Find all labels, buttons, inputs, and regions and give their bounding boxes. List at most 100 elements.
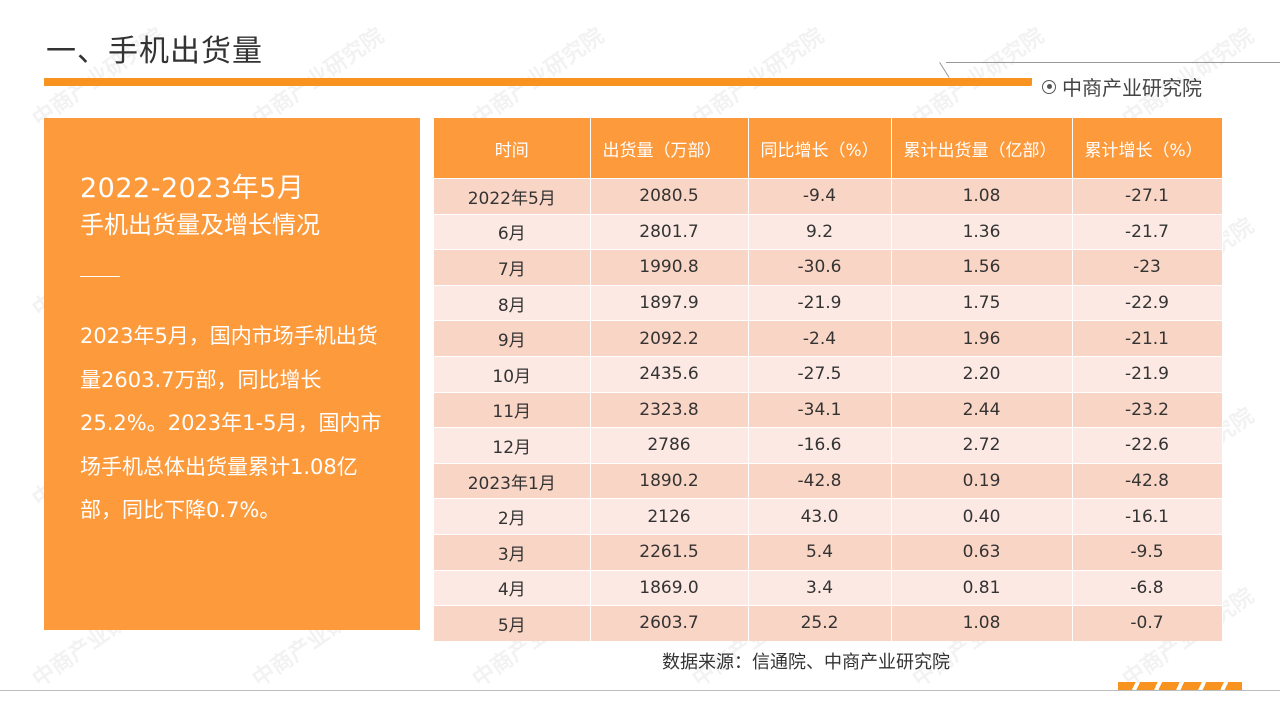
- cell-shipments: 2080.5: [590, 178, 749, 215]
- cell-shipments: 2786: [590, 427, 749, 464]
- cell-cumulative-growth: -21.7: [1072, 213, 1223, 250]
- data-source-note: 数据来源：信通院、中商产业研究院: [662, 652, 950, 673]
- cell-cumulative-growth: -23.2: [1072, 391, 1223, 428]
- cell-cumulative-shipments: 0.19: [891, 462, 1073, 499]
- cell-cumulative-shipments: 1.08: [891, 605, 1073, 641]
- table-row: 8月 1897.9 -21.9 1.75 -22.9: [434, 284, 1223, 321]
- cell-yoy-growth: -9.4: [748, 178, 892, 215]
- cell-yoy-growth: -30.6: [748, 249, 892, 286]
- cell-shipments: 2092.2: [590, 320, 749, 357]
- cell-time: 6月: [434, 213, 591, 250]
- footer-rule: [0, 690, 1280, 691]
- table-row: 3月 2261.5 5.4 0.63 -9.5: [434, 533, 1223, 571]
- header-time: 时间: [434, 118, 591, 179]
- cell-yoy-growth: 25.2: [748, 605, 892, 641]
- cell-time: 12月: [434, 427, 591, 464]
- cell-cumulative-growth: -0.7: [1072, 605, 1223, 641]
- title-underline-bar: [44, 78, 1028, 86]
- brand-logo: 中商产业研究院: [1042, 72, 1202, 101]
- header-shipments: 出货量（万部）: [590, 118, 749, 179]
- header-yoy-growth: 同比增长（%）: [748, 118, 892, 179]
- panel-divider: [80, 276, 120, 277]
- cell-cumulative-growth: -21.1: [1072, 320, 1223, 357]
- cell-yoy-growth: 3.4: [748, 569, 892, 606]
- table-row: 11月 2323.8 -34.1 2.44 -23.2: [434, 391, 1223, 428]
- footer-stripes-decoration: [1118, 682, 1242, 690]
- cell-cumulative-shipments: 1.75: [891, 284, 1073, 321]
- table-row: 2022年5月 2080.5 -9.4 1.08 -27.1: [434, 178, 1223, 215]
- cell-shipments: 1990.8: [590, 249, 749, 286]
- cell-yoy-growth: -21.9: [748, 284, 892, 321]
- cell-shipments: 1897.9: [590, 284, 749, 321]
- header-cumulative-growth: 累计增长（%）: [1072, 118, 1223, 179]
- table-row: 10月 2435.6 -27.5 2.20 -21.9: [434, 355, 1223, 393]
- watermark-text: 中商产业研究院: [468, 23, 609, 133]
- cell-yoy-growth: 43.0: [748, 498, 892, 535]
- cell-cumulative-shipments: 0.81: [891, 569, 1073, 606]
- cell-yoy-growth: 5.4: [748, 533, 892, 571]
- cell-cumulative-shipments: 2.44: [891, 391, 1073, 428]
- table-header-row: 时间 出货量（万部） 同比增长（%） 累计出货量（亿部） 累计增长（%）: [434, 118, 1223, 179]
- panel-summary-text: 2023年5月，国内市场手机出货量2603.7万部，同比增长25.2%。2023…: [80, 324, 382, 522]
- cell-shipments: 2323.8: [590, 391, 749, 428]
- shipment-table: 时间 出货量（万部） 同比增长（%） 累计出货量（亿部） 累计增长（%） 202…: [434, 118, 1223, 641]
- cell-shipments: 2126: [590, 498, 749, 535]
- cell-yoy-growth: -27.5: [748, 355, 892, 393]
- cell-cumulative-growth: -42.8: [1072, 462, 1223, 499]
- cell-time: 7月: [434, 249, 591, 286]
- table-row: 5月 2603.7 25.2 1.08 -0.7: [434, 605, 1223, 641]
- summary-panel: 2022-2023年5月 手机出货量及增长情况 2023年5月，国内市场手机出货…: [44, 118, 420, 630]
- title-stripes-decoration: [992, 78, 1032, 86]
- header-rule: [946, 62, 1280, 63]
- cell-time: 2022年5月: [434, 178, 591, 215]
- page-title: 一、手机出货量: [46, 34, 263, 69]
- cell-time: 2023年1月: [434, 462, 591, 499]
- cell-cumulative-growth: -27.1: [1072, 178, 1223, 215]
- cell-time: 10月: [434, 355, 591, 393]
- cell-cumulative-growth: -22.9: [1072, 284, 1223, 321]
- table-row: 4月 1869.0 3.4 0.81 -6.8: [434, 569, 1223, 606]
- cell-cumulative-growth: -16.1: [1072, 498, 1223, 535]
- cell-cumulative-shipments: 2.72: [891, 427, 1073, 464]
- cell-time: 4月: [434, 569, 591, 606]
- cell-cumulative-shipments: 1.96: [891, 320, 1073, 357]
- header-cumulative-shipments: 累计出货量（亿部）: [891, 118, 1073, 179]
- watermark-text: 中商产业研究院: [908, 23, 1049, 133]
- cell-cumulative-growth: -22.6: [1072, 427, 1223, 464]
- watermark-text: 中商产业研究院: [688, 23, 829, 133]
- cell-yoy-growth: -42.8: [748, 462, 892, 499]
- watermark-text: 中商产业研究院: [248, 23, 389, 133]
- brand-name: 中商产业研究院: [1062, 76, 1202, 100]
- cell-yoy-growth: -34.1: [748, 391, 892, 428]
- cell-yoy-growth: -2.4: [748, 320, 892, 357]
- cell-time: 8月: [434, 284, 591, 321]
- panel-title-period: 2022-2023年5月: [80, 173, 305, 204]
- cell-yoy-growth: 9.2: [748, 213, 892, 250]
- table-row: 12月 2786 -16.6 2.72 -22.6: [434, 427, 1223, 464]
- panel-title-subject: 手机出货量及增长情况: [80, 211, 320, 239]
- cell-cumulative-shipments: 0.63: [891, 533, 1073, 571]
- cell-time: 2月: [434, 498, 591, 535]
- cell-yoy-growth: -16.6: [748, 427, 892, 464]
- cell-cumulative-growth: -23: [1072, 249, 1223, 286]
- cell-time: 9月: [434, 320, 591, 357]
- cell-shipments: 2261.5: [590, 533, 749, 571]
- table-row: 2023年1月 1890.2 -42.8 0.19 -42.8: [434, 462, 1223, 499]
- cell-shipments: 2603.7: [590, 605, 749, 641]
- cell-cumulative-growth: -9.5: [1072, 533, 1223, 571]
- cell-time: 11月: [434, 391, 591, 428]
- cell-shipments: 1890.2: [590, 462, 749, 499]
- cell-shipments: 2435.6: [590, 355, 749, 393]
- cell-shipments: 2801.7: [590, 213, 749, 250]
- table-row: 7月 1990.8 -30.6 1.56 -23: [434, 249, 1223, 286]
- table-row: 9月 2092.2 -2.4 1.96 -21.1: [434, 320, 1223, 357]
- cell-time: 3月: [434, 533, 591, 571]
- header-rule-slant: [939, 62, 950, 78]
- cell-shipments: 1869.0: [590, 569, 749, 606]
- cell-cumulative-growth: -6.8: [1072, 569, 1223, 606]
- cell-cumulative-shipments: 1.56: [891, 249, 1073, 286]
- cell-cumulative-growth: -21.9: [1072, 355, 1223, 393]
- brand-circle-icon: [1042, 79, 1056, 94]
- cell-time: 5月: [434, 605, 591, 641]
- cell-cumulative-shipments: 1.08: [891, 178, 1073, 215]
